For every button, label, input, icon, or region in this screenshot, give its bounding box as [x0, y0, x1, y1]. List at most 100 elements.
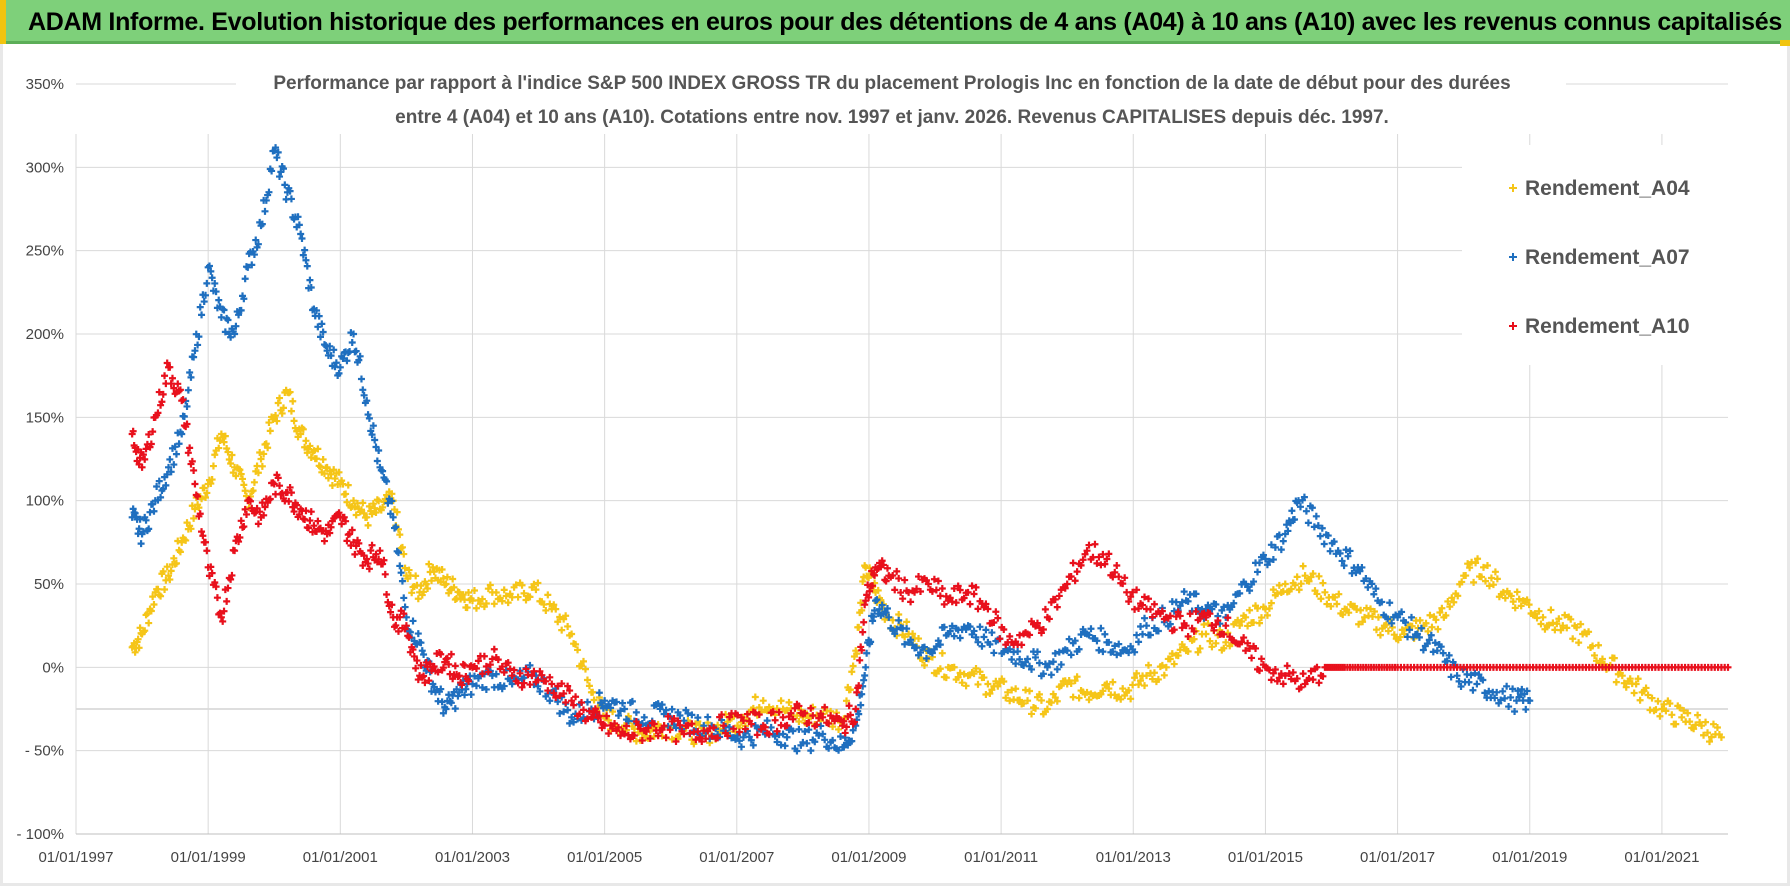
- series-1-point: [316, 333, 324, 341]
- series-0-point: [350, 497, 358, 505]
- series-1-point: [789, 727, 797, 735]
- series-1-point: [1310, 523, 1318, 531]
- series-1-point: [508, 680, 516, 688]
- series-0-point: [1489, 581, 1497, 589]
- series-0-point: [379, 503, 387, 511]
- series-0-point: [857, 599, 865, 607]
- series-2-point: [129, 427, 137, 435]
- series-2-point: [1039, 625, 1047, 633]
- series-2-point: [1299, 670, 1307, 678]
- series-2-point: [724, 732, 732, 740]
- series-1-point: [478, 683, 486, 691]
- series-1-point: [332, 359, 340, 367]
- series-1-point: [570, 718, 578, 726]
- series-2-point: [905, 588, 913, 596]
- series-2-point: [1287, 675, 1295, 683]
- series-1-point: [982, 626, 990, 634]
- series-2-point: [1257, 655, 1265, 663]
- series-0-point: [157, 592, 165, 600]
- series-0-point: [1668, 711, 1676, 719]
- series-2-point: [1182, 622, 1190, 630]
- series-2-point: [698, 738, 706, 746]
- series-2-point: [579, 706, 587, 714]
- series-1-point: [1043, 663, 1051, 671]
- series-1-point: [307, 284, 315, 292]
- series-2-point: [765, 730, 773, 738]
- series-0-point: [714, 721, 722, 729]
- series-1-point: [1079, 625, 1087, 633]
- series-0-point: [1357, 606, 1365, 614]
- series-1-point: [442, 705, 450, 713]
- series-1-point: [863, 649, 871, 657]
- series-0-point: [690, 740, 698, 748]
- series-1-point: [962, 625, 970, 633]
- y-axis-ticks: - 100% - 50% 0% 50% 100% 150% 200% 250% 300% 350%: [16, 76, 64, 843]
- y-tick-label: 150%: [26, 409, 64, 426]
- series-1-point: [200, 298, 208, 306]
- series-0-point: [572, 640, 580, 648]
- series-1-point: [1141, 614, 1149, 622]
- series-2-point: [1083, 547, 1091, 555]
- series-0-point: [918, 656, 926, 664]
- series-0-point: [260, 450, 268, 458]
- series-0-point: [1275, 581, 1283, 589]
- series-1-point: [506, 676, 514, 684]
- series-1-point: [1499, 687, 1507, 695]
- series-0-point: [1478, 573, 1486, 581]
- series-0-point: [1448, 594, 1456, 602]
- series-0-point: [1085, 696, 1093, 704]
- series-1-point: [315, 312, 323, 320]
- series-2-point: [364, 560, 372, 568]
- series-2-point: [188, 457, 196, 465]
- series-1-point: [396, 562, 404, 570]
- series-2-point: [449, 675, 457, 683]
- series-0-point: [1190, 635, 1198, 643]
- series-0-point: [1525, 601, 1533, 609]
- series-2-point: [1196, 615, 1204, 623]
- series-0-point: [960, 670, 968, 678]
- y-tick-label: - 100%: [16, 826, 64, 843]
- series-0-point: [161, 586, 169, 594]
- series-1-point: [1033, 648, 1041, 656]
- series-0-point: [783, 706, 791, 714]
- series-2-point: [546, 673, 554, 681]
- series-2-point: [966, 600, 974, 608]
- series-0-point: [422, 580, 430, 588]
- series-2-point: [295, 511, 303, 519]
- series-0-point: [1131, 674, 1139, 682]
- series-1-point: [676, 711, 684, 719]
- series-0-point: [143, 610, 151, 618]
- series-2-point: [498, 663, 506, 671]
- series-0-point: [273, 417, 281, 425]
- series-2-point: [616, 732, 624, 740]
- series-0-point: [482, 600, 490, 608]
- series-1-point: [735, 737, 743, 745]
- series-1-point: [136, 515, 144, 523]
- series-0-point: [581, 665, 589, 673]
- series-0-point: [1509, 598, 1517, 606]
- data-points: [128, 144, 1732, 755]
- series-2-point: [735, 728, 743, 736]
- series-0-point: [1331, 593, 1339, 601]
- series-1-point: [273, 154, 281, 162]
- series-0-point: [398, 543, 406, 551]
- series-1-point: [387, 510, 395, 518]
- series-0-point: [1043, 705, 1051, 713]
- series-1-point: [451, 705, 459, 713]
- series-1-point: [680, 717, 688, 725]
- series-1-point: [815, 731, 823, 739]
- series-1-point: [240, 295, 248, 303]
- series-1-point: [934, 637, 942, 645]
- series-2-point: [595, 712, 603, 720]
- series-0-point: [1642, 684, 1650, 692]
- series-0-point: [1707, 733, 1715, 741]
- series-0-point: [1585, 628, 1593, 636]
- series-2-point: [269, 479, 277, 487]
- series-0-point: [1333, 600, 1341, 608]
- series-2-point: [1214, 616, 1222, 624]
- series-1-point: [882, 609, 890, 617]
- legend-entry: Rendement_A07: [1509, 246, 1690, 269]
- series-1-point: [417, 639, 425, 647]
- series-0-point: [1150, 669, 1158, 677]
- series-0-point: [829, 723, 837, 731]
